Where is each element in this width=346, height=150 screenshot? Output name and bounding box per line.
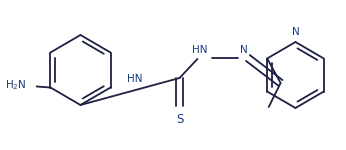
Text: HN: HN <box>127 74 143 84</box>
Text: S: S <box>176 113 183 126</box>
Text: N: N <box>292 27 299 37</box>
Text: N: N <box>240 45 248 55</box>
Text: H$_2$N: H$_2$N <box>5 79 27 92</box>
Text: HN: HN <box>192 45 207 55</box>
